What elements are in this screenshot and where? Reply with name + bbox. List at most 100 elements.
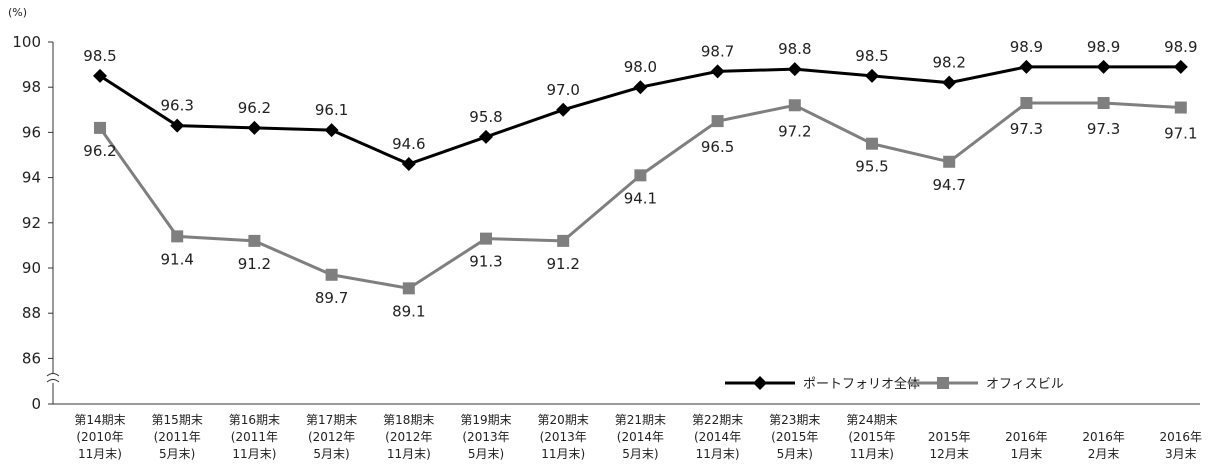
data-point-square: [943, 155, 956, 168]
x-tick-label: 第21期末: [615, 413, 666, 427]
data-point-square: [94, 121, 106, 134]
data-label: 95.8: [469, 108, 502, 126]
x-tick-label: 11月末): [387, 447, 431, 461]
data-label: 98.9: [1010, 38, 1043, 56]
x-tick-label: 5月末): [777, 447, 813, 461]
data-point-square: [480, 232, 492, 245]
x-tick-label: (2013年: [462, 430, 509, 444]
x-tick-label: 2016年: [1005, 430, 1048, 444]
data-labels: 98.5 96.3 96.2 96.1 94.6 95.8 97.0 98.0 98.7 98.8…: [83, 38, 1197, 320]
data-label: 89.7: [315, 289, 348, 307]
data-label: 98.8: [778, 40, 811, 58]
data-label: 96.5: [701, 138, 734, 156]
x-tick-label: (2012年: [308, 430, 355, 444]
x-tick-label: 第16期末: [229, 413, 280, 427]
data-label: 91.2: [238, 255, 271, 273]
axis-break-mark: [46, 373, 60, 377]
x-tick-label: (2014年: [694, 430, 741, 444]
y-tick-label: 98: [22, 78, 41, 96]
data-label: 98.2: [932, 54, 965, 72]
y-tick-label: 90: [22, 259, 41, 277]
x-tick-label: 第19期末: [460, 413, 511, 427]
data-point-diamond: [1173, 59, 1188, 74]
data-point-diamond: [787, 62, 802, 77]
x-tick-label: 第17期末: [306, 413, 357, 427]
y-tick-label: 92: [22, 214, 41, 232]
legend-label: ポートフォリオ全体: [803, 376, 920, 392]
data-point-diamond: [710, 64, 725, 79]
x-tick-label: 11月末): [232, 447, 276, 461]
data-point-square: [711, 115, 724, 128]
x-tick-label: (2014年: [617, 430, 664, 444]
x-tick-label: 2月末: [1088, 447, 1120, 461]
data-label: 98.7: [701, 42, 734, 60]
data-point-square: [325, 268, 338, 281]
y-tick-label: 100: [12, 33, 41, 51]
x-tick-label: 第15期末: [152, 413, 203, 427]
data-point-diamond: [942, 75, 957, 90]
legend-marker-diamond: [753, 376, 767, 390]
x-tick-label: 第14期末: [74, 413, 125, 427]
x-tick-label: 11月末): [850, 447, 894, 461]
data-label: 94.1: [624, 189, 657, 207]
data-point-diamond: [556, 102, 571, 117]
x-tick-label: 11月末): [696, 447, 740, 461]
data-label: 97.2: [778, 122, 811, 140]
data-label: 96.3: [160, 97, 193, 115]
legend: ポートフォリオ全体 オフィスビル: [725, 376, 1064, 392]
y-tick-label: 88: [22, 304, 41, 322]
data-label: 91.3: [469, 253, 502, 271]
data-label: 97.1: [1164, 125, 1197, 143]
data-label: 91.4: [160, 250, 193, 268]
x-axis: 第14期末 (2010年 11月末) 第15期末 (2011年 5月末) 第16期末 (201…: [53, 403, 1203, 461]
y-axis-unit: (%): [8, 6, 27, 19]
x-tick-label: 2016年: [1082, 430, 1125, 444]
data-point-diamond: [633, 80, 648, 95]
x-tick-label: 5月末): [313, 447, 349, 461]
data-label: 94.7: [932, 176, 965, 194]
data-point-diamond: [324, 123, 339, 138]
data-label: 96.2: [83, 142, 116, 160]
y-tick-label: 86: [22, 349, 41, 367]
data-point-square: [557, 234, 570, 247]
x-tick-label: (2013年: [540, 430, 587, 444]
x-tick-label: 第23期末: [769, 413, 820, 427]
data-label: 91.2: [546, 255, 579, 273]
data-point-diamond: [247, 120, 262, 135]
x-tick-label: 2016年: [1160, 430, 1203, 444]
y-axis: 0 86 88 90 92 94 96 98 100: [12, 33, 60, 413]
data-label: 97.3: [1010, 120, 1043, 138]
x-tick-label: 第20期末: [538, 413, 589, 427]
data-point-diamond: [1019, 59, 1034, 74]
axis-break-mark: [46, 379, 60, 383]
y-tick-label: 94: [22, 169, 41, 187]
data-point-square: [1174, 101, 1187, 114]
x-tick-label: (2015年: [848, 430, 895, 444]
data-label: 98.9: [1087, 38, 1120, 56]
data-label: 97.0: [546, 81, 579, 99]
x-tick-label: 5月末): [159, 447, 195, 461]
x-tick-label: 11月末): [78, 447, 122, 461]
data-point-square: [866, 137, 878, 150]
data-point-diamond: [170, 118, 185, 133]
x-tick-label: 11月末): [541, 447, 585, 461]
series-markers: [93, 59, 1188, 295]
data-label: 96.2: [238, 99, 271, 117]
x-tick-label: 第18期末: [383, 413, 434, 427]
data-label: 98.5: [83, 47, 116, 65]
x-tick-label: 1月末: [1011, 447, 1043, 461]
data-label: 94.6: [392, 135, 425, 153]
x-tick-label: 5月末): [468, 447, 504, 461]
data-point-square: [402, 282, 415, 295]
data-point-diamond: [479, 129, 493, 144]
data-label: 98.5: [855, 47, 888, 65]
x-tick-label: 第24期末: [846, 413, 897, 427]
data-point-diamond: [1096, 59, 1111, 74]
data-point-square: [1097, 97, 1110, 110]
x-tick-label: (2011年: [231, 430, 278, 444]
data-label: 95.5: [855, 158, 888, 176]
data-label: 97.3: [1087, 120, 1120, 138]
x-tick-label: 12月末: [930, 447, 969, 461]
x-tick-label: (2015年: [771, 430, 818, 444]
